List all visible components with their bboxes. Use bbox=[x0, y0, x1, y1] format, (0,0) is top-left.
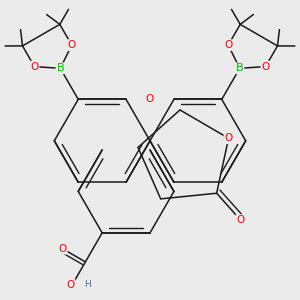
Text: B: B bbox=[236, 63, 244, 73]
Text: O: O bbox=[236, 215, 245, 225]
Text: O: O bbox=[66, 280, 74, 290]
Text: O: O bbox=[224, 40, 232, 50]
Text: O: O bbox=[58, 244, 67, 254]
Text: H: H bbox=[85, 280, 91, 289]
Text: O: O bbox=[146, 94, 154, 104]
Text: O: O bbox=[30, 61, 39, 72]
Text: O: O bbox=[224, 133, 233, 143]
Text: O: O bbox=[261, 61, 270, 72]
Text: O: O bbox=[68, 40, 76, 50]
Text: B: B bbox=[56, 63, 64, 73]
